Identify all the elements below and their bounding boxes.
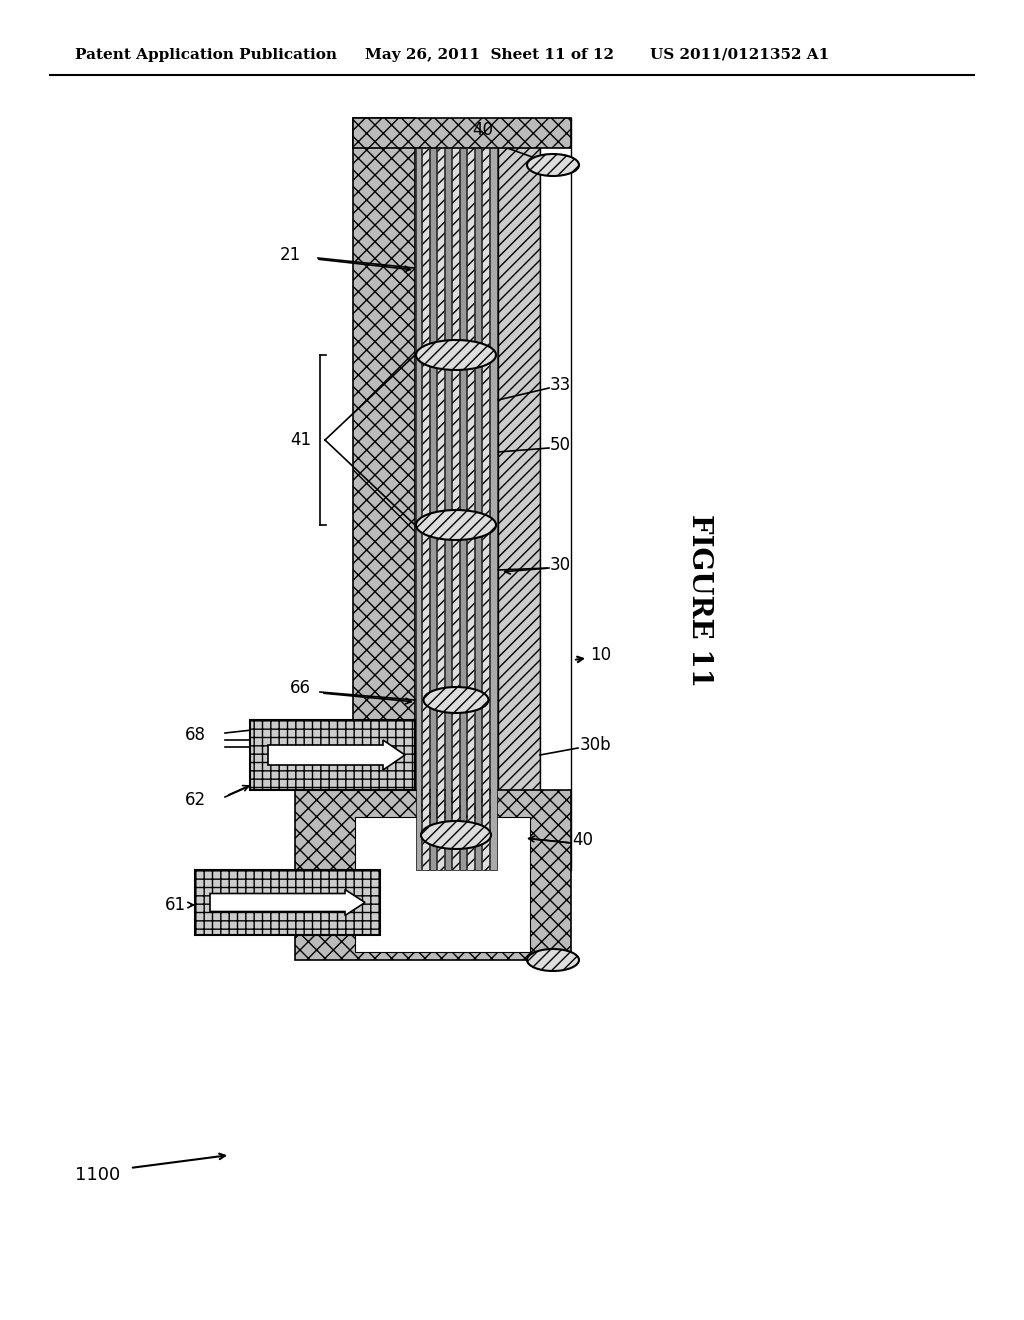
Bar — [353, 117, 571, 148]
Bar — [482, 148, 489, 870]
Ellipse shape — [421, 821, 490, 849]
Text: 33: 33 — [550, 376, 571, 393]
Bar — [195, 870, 380, 935]
Text: 21: 21 — [280, 246, 301, 264]
Bar — [422, 148, 429, 870]
Ellipse shape — [527, 154, 579, 176]
Text: Patent Application Publication: Patent Application Publication — [75, 48, 337, 62]
Bar — [416, 148, 421, 870]
Text: US 2011/0121352 A1: US 2011/0121352 A1 — [650, 48, 829, 62]
Bar — [498, 117, 540, 870]
Bar — [250, 719, 415, 789]
Bar — [540, 117, 571, 870]
Text: 62: 62 — [185, 791, 206, 809]
FancyArrow shape — [268, 741, 406, 770]
Ellipse shape — [416, 510, 496, 540]
Bar — [430, 148, 436, 870]
Text: 66: 66 — [290, 678, 311, 697]
Text: 41: 41 — [290, 432, 311, 449]
Bar — [475, 148, 481, 870]
Bar — [490, 148, 497, 870]
Ellipse shape — [527, 949, 579, 972]
Text: 50: 50 — [550, 436, 571, 454]
Text: 30: 30 — [550, 556, 571, 574]
Bar — [445, 148, 451, 870]
FancyArrow shape — [210, 890, 365, 916]
Text: 1100: 1100 — [75, 1166, 120, 1184]
Text: FIGURE 11: FIGURE 11 — [686, 513, 714, 686]
Bar — [452, 148, 459, 870]
Bar — [295, 789, 571, 960]
Text: 40: 40 — [472, 121, 493, 139]
Text: 61: 61 — [165, 896, 186, 913]
Bar — [467, 148, 474, 870]
Text: 10: 10 — [590, 645, 611, 664]
Bar — [355, 817, 530, 952]
Text: 30b: 30b — [580, 737, 611, 754]
Bar — [353, 117, 415, 870]
Text: 68: 68 — [185, 726, 206, 744]
Text: May 26, 2011  Sheet 11 of 12: May 26, 2011 Sheet 11 of 12 — [365, 48, 614, 62]
Bar — [460, 148, 466, 870]
Bar — [437, 148, 444, 870]
Ellipse shape — [424, 686, 488, 713]
Text: 40: 40 — [572, 832, 593, 849]
Ellipse shape — [416, 341, 496, 370]
